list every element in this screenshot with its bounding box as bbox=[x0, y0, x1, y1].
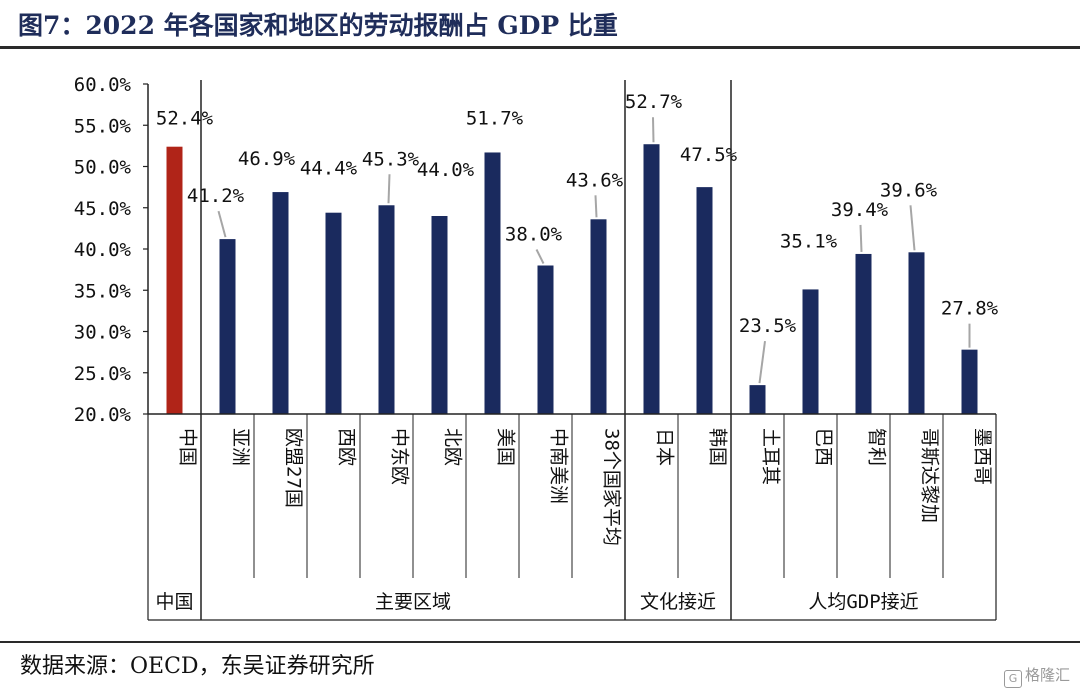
watermark-text: 格隆汇 bbox=[1024, 666, 1070, 684]
data-label: 46.9% bbox=[238, 148, 296, 170]
data-label: 41.2% bbox=[187, 185, 245, 207]
bar bbox=[908, 252, 925, 414]
data-label: 39.4% bbox=[831, 199, 889, 221]
category-label: 巴西 bbox=[813, 428, 835, 466]
label-leader-line bbox=[217, 210, 227, 238]
bars bbox=[166, 144, 978, 414]
watermark: G 格隆汇 bbox=[1003, 664, 1070, 688]
label-leader-line bbox=[909, 205, 916, 251]
y-tick-label: 20.0% bbox=[74, 404, 132, 426]
bar bbox=[643, 144, 660, 414]
data-label: 39.6% bbox=[880, 179, 938, 201]
y-tick-label: 50.0% bbox=[74, 157, 132, 179]
group-label: 人均GDP接近 bbox=[808, 591, 918, 613]
bar bbox=[325, 212, 342, 414]
data-label: 35.1% bbox=[780, 230, 838, 252]
category-label: 土耳其 bbox=[760, 428, 782, 485]
bar bbox=[749, 385, 766, 414]
bar bbox=[696, 187, 713, 414]
data-label: 44.0% bbox=[417, 159, 475, 181]
category-label: 智利 bbox=[866, 428, 888, 466]
data-label: 44.4% bbox=[300, 158, 358, 180]
source-note: 数据来源：OECD，东吴证券研究所 bbox=[20, 654, 375, 679]
bar bbox=[378, 205, 395, 414]
title-rule bbox=[0, 46, 1080, 49]
category-label: 墨西哥 bbox=[972, 428, 994, 485]
category-label: 中国 bbox=[177, 428, 199, 466]
y-tick-label: 40.0% bbox=[74, 239, 132, 261]
watermark-logo-icon: G bbox=[1003, 670, 1022, 688]
category-label: 北欧 bbox=[442, 428, 464, 466]
category-label: 38个国家平均 bbox=[601, 428, 623, 546]
category-label: 中南美洲 bbox=[548, 428, 570, 504]
figure-title: 图7：2022 年各国家和地区的劳动报酬占 GDP 比重 bbox=[18, 11, 618, 40]
category-label: 哥斯达黎加 bbox=[919, 428, 941, 523]
y-tick-label: 30.0% bbox=[74, 322, 132, 344]
data-label: 52.4% bbox=[156, 108, 214, 130]
label-leader-line bbox=[387, 174, 391, 204]
y-tick-label: 45.0% bbox=[74, 198, 132, 220]
data-label: 43.6% bbox=[566, 169, 624, 191]
label-leader-line bbox=[594, 195, 598, 218]
bar bbox=[537, 265, 554, 414]
category-label: 亚洲 bbox=[230, 428, 252, 466]
bar bbox=[484, 152, 501, 414]
category-table: 中国 亚洲 欧盟27国 西欧 中东欧 北欧 美国 中南美洲 38个国家平均 日本 韩国 土耳其 巴西 智利… bbox=[147, 80, 997, 621]
category-label: 西欧 bbox=[336, 428, 358, 466]
bar bbox=[219, 239, 236, 414]
category-label: 美国 bbox=[495, 428, 517, 466]
category-label: 韩国 bbox=[707, 428, 729, 466]
data-label: 52.7% bbox=[625, 91, 683, 113]
label-leader-line bbox=[859, 224, 863, 252]
bar bbox=[166, 146, 183, 414]
category-label: 中东欧 bbox=[389, 428, 411, 485]
bar bbox=[855, 253, 872, 414]
y-tick-label: 25.0% bbox=[74, 363, 132, 385]
data-label: 23.5% bbox=[739, 315, 797, 337]
label-leader-line bbox=[652, 117, 655, 143]
category-label: 日本 bbox=[654, 428, 676, 466]
data-label: 47.5% bbox=[680, 144, 738, 166]
bar bbox=[272, 192, 289, 414]
bar bbox=[431, 216, 448, 414]
data-label: 51.7% bbox=[466, 107, 524, 129]
y-tick-label: 35.0% bbox=[74, 280, 132, 302]
data-label: 27.8% bbox=[941, 298, 999, 320]
bar bbox=[802, 289, 819, 414]
bar bbox=[590, 219, 607, 414]
footer-rule bbox=[0, 641, 1080, 643]
y-tick-label: 60.0% bbox=[74, 74, 132, 96]
data-label: 45.3% bbox=[362, 148, 420, 170]
data-label: 38.0% bbox=[505, 224, 563, 246]
y-axis: 20.0% 25.0% 30.0% 35.0% 40.0% 45.0% 50.0% 55.0%… bbox=[74, 74, 149, 426]
label-leaders bbox=[217, 117, 971, 384]
group-label: 文化接近 bbox=[640, 591, 716, 613]
label-leader-line bbox=[535, 249, 545, 264]
y-tick-label: 55.0% bbox=[74, 115, 132, 137]
bar bbox=[961, 349, 978, 414]
label-leader-line bbox=[758, 340, 766, 384]
group-label: 主要区域 bbox=[375, 591, 451, 613]
category-label: 欧盟27国 bbox=[283, 428, 305, 508]
group-label: 中国 bbox=[155, 591, 193, 613]
data-labels: 52.4% 41.2% 46.9% 44.4% 45.3%44.0% 51.7% 38.0%… bbox=[156, 91, 999, 337]
